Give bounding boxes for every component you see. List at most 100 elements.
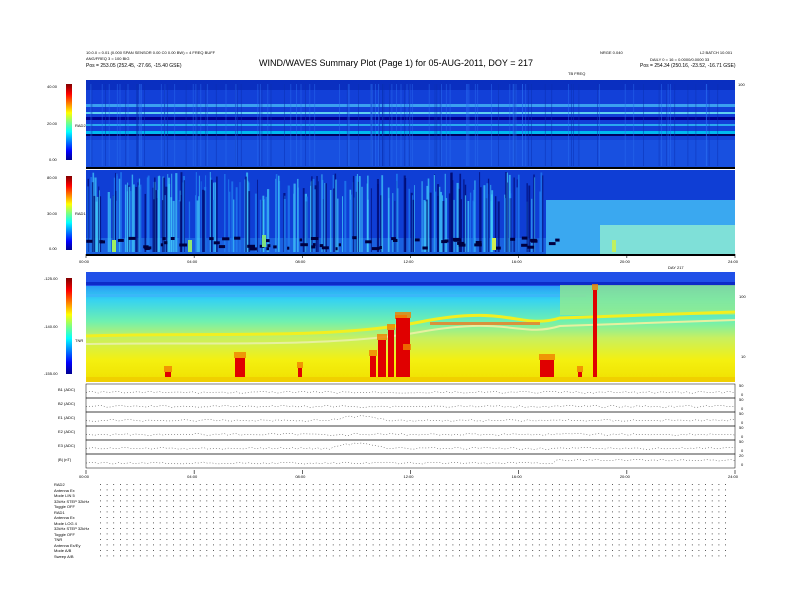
- mode-dot: [652, 484, 653, 485]
- rad1-burst: [539, 191, 541, 252]
- bx-row-scale-bottom: 0: [741, 406, 744, 411]
- mode-dot: [299, 500, 301, 502]
- rad2-streak: [378, 84, 380, 166]
- mode-dot: [299, 533, 301, 535]
- mode-dot: [485, 544, 487, 546]
- mode-dot: [120, 484, 121, 485]
- mode-dot: [718, 506, 720, 507]
- tnr-cbar-tick-top: -125.00: [44, 276, 58, 281]
- mode-dot: [359, 506, 361, 507]
- rad2-streak: [346, 84, 348, 166]
- mode-dot: [645, 495, 647, 496]
- mode-dot: [359, 495, 361, 496]
- mode-dot: [711, 550, 713, 551]
- rad1-burst: [458, 188, 460, 252]
- mode-dot: [485, 539, 487, 540]
- mode-dot: [146, 544, 148, 546]
- mode-dot: [632, 539, 633, 540]
- mode-dot: [199, 528, 201, 529]
- mode-dot: [698, 528, 700, 529]
- tnr-spike-halo: [403, 344, 411, 350]
- mode-dot: [492, 511, 494, 513]
- mode-dot: [632, 511, 633, 513]
- time-tick-label-top: 16:00: [511, 259, 522, 264]
- mode-dot: [671, 484, 673, 485]
- rad1-burst: [437, 184, 440, 252]
- mode-dot: [419, 511, 420, 513]
- mode-dot: [419, 495, 420, 496]
- mode-dot: [405, 533, 407, 535]
- mode-dot: [485, 495, 487, 496]
- mode-dot: [578, 522, 580, 524]
- mode-dot: [186, 550, 188, 551]
- mode-line: Toggle OFF: [54, 504, 75, 509]
- mode-dot: [199, 544, 201, 546]
- mode-dot: [492, 533, 494, 535]
- mode-dot: [545, 522, 547, 524]
- rad1-burst: [188, 201, 191, 252]
- freq-label: TB FREQ: [568, 71, 586, 76]
- mode-dot: [625, 544, 627, 546]
- mode-dot: [199, 517, 201, 518]
- mode-dot: [492, 484, 494, 485]
- rad1-dark-patch: [300, 243, 308, 247]
- mode-dot: [485, 500, 487, 502]
- rad1-burst: [98, 186, 100, 252]
- mode-dot: [665, 539, 667, 540]
- mode-dot: [658, 528, 660, 529]
- mode-dot: [153, 489, 154, 491]
- mode-dot: [286, 533, 287, 535]
- rad2-streak: [695, 84, 697, 166]
- mode-dot: [492, 550, 494, 551]
- rad2-streak: [137, 84, 139, 166]
- mode-dot: [711, 522, 713, 524]
- mode-dot: [439, 517, 440, 518]
- mode-dot: [505, 522, 507, 524]
- mode-dot: [419, 506, 420, 507]
- mode-dot: [179, 511, 181, 513]
- mode-dot: [106, 555, 108, 557]
- mode-dot: [339, 533, 341, 535]
- mode-dot: [326, 539, 327, 540]
- rad1-burst: [381, 175, 384, 252]
- mode-dot: [286, 528, 287, 529]
- rad1-burst: [433, 174, 435, 252]
- mode-dot: [725, 517, 726, 518]
- mode-dot: [439, 489, 440, 491]
- mode-dot: [565, 550, 567, 551]
- rad2-streak: [195, 84, 197, 166]
- mode-dot: [233, 522, 234, 524]
- mode-dot: [126, 544, 128, 546]
- mode-dot: [705, 484, 706, 485]
- mode-dot: [465, 528, 467, 529]
- mode-line: RAD2: [54, 482, 65, 487]
- mode-dot: [366, 495, 367, 496]
- mode-dot: [691, 550, 693, 551]
- mode-dot: [538, 555, 540, 557]
- mode-dot: [545, 517, 547, 518]
- mode-dot: [439, 484, 440, 485]
- mode-dot: [319, 489, 321, 491]
- mode-dot: [572, 500, 573, 502]
- mode-dot: [139, 484, 141, 485]
- mode-dot: [146, 495, 148, 496]
- rad1-burst: [342, 196, 343, 252]
- mode-dot: [366, 506, 367, 507]
- mode-dot: [332, 550, 334, 551]
- mode-dot: [120, 555, 121, 557]
- mode-dot: [126, 517, 128, 518]
- mode-dot: [492, 544, 494, 546]
- mode-dot: [545, 511, 547, 513]
- mode-dot: [126, 533, 128, 535]
- mode-dot: [246, 528, 248, 529]
- rad2-colorbar: [66, 84, 72, 160]
- bx-row-scale-top: 50: [739, 439, 744, 444]
- rad1-burst: [229, 191, 231, 252]
- mode-dot: [585, 539, 587, 540]
- rad1-burst: [403, 175, 406, 252]
- rad1-burst: [396, 173, 398, 252]
- mode-dot: [233, 484, 234, 485]
- mode-dot: [499, 539, 500, 540]
- rad1-burst: [510, 193, 512, 252]
- mode-dot: [219, 500, 221, 502]
